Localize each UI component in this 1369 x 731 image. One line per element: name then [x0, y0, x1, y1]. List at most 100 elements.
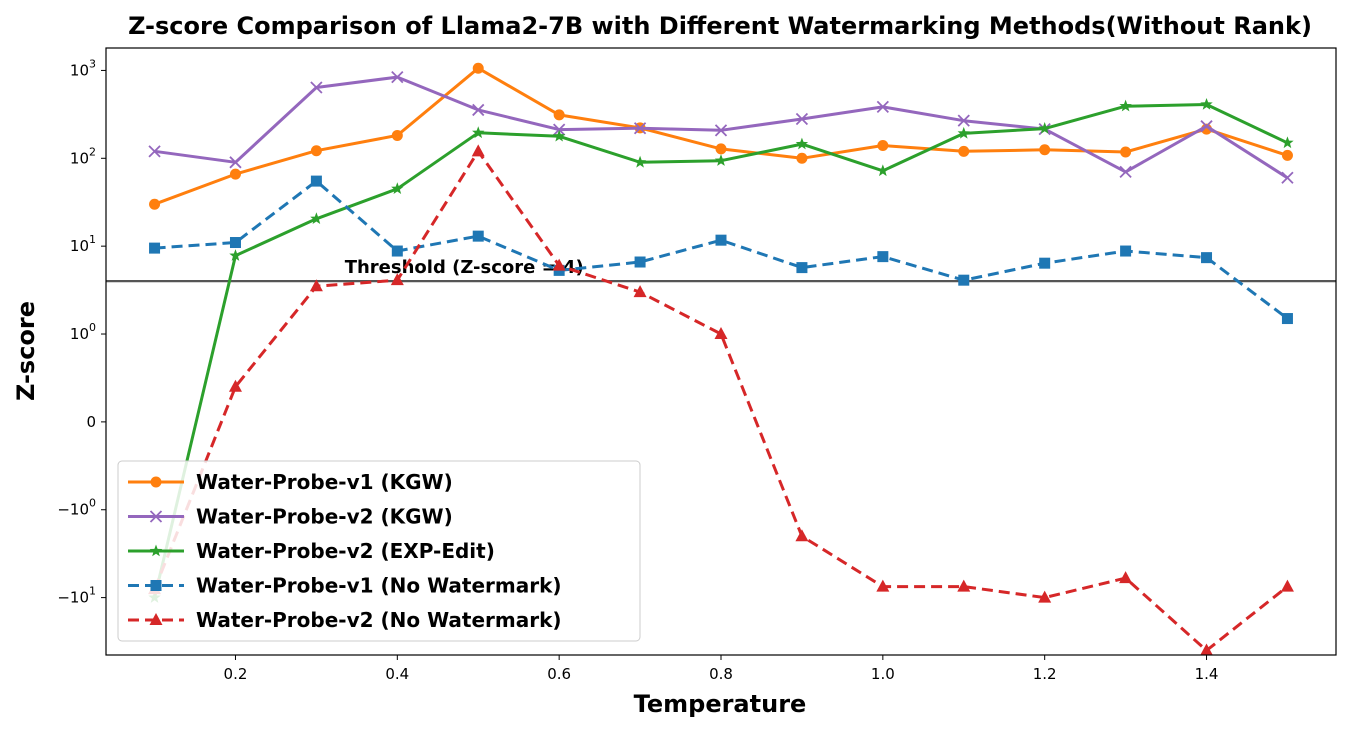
legend-entry: Water-Probe-v2 (No Watermark) — [196, 608, 562, 632]
x-axis: 0.2 0.4 0.6 0.8 1.0 1.2 1.4 — [224, 655, 1219, 683]
x-tick-label: 0.6 — [547, 665, 571, 683]
legend-entry: Water-Probe-v2 (KGW) — [196, 505, 453, 529]
data-point — [715, 143, 727, 155]
data-point — [229, 249, 242, 261]
y-tick-label: 102 — [70, 145, 96, 167]
data-point — [877, 251, 889, 263]
data-point — [714, 327, 728, 340]
data-point — [958, 274, 970, 286]
series-4 — [149, 175, 1293, 325]
data-point — [1200, 120, 1213, 133]
data-point — [1120, 245, 1132, 257]
legend-entry: Water-Probe-v1 (KGW) — [196, 470, 453, 494]
y-tick-label: 0 — [86, 413, 96, 431]
data-point — [1039, 144, 1051, 156]
y-tick-label: −101 — [57, 585, 96, 607]
data-point — [1201, 252, 1213, 264]
data-point — [1200, 97, 1213, 110]
data-point — [472, 62, 484, 74]
y-tick-label: 100 — [70, 321, 96, 343]
data-point — [876, 164, 890, 177]
legend-marker — [149, 510, 163, 523]
data-point — [1119, 571, 1133, 584]
data-point — [1200, 643, 1214, 656]
data-point — [472, 126, 485, 139]
data-point — [310, 145, 322, 157]
data-point — [1281, 171, 1294, 184]
legend-marker — [149, 613, 163, 625]
data-point — [633, 155, 647, 168]
data-point — [229, 237, 241, 249]
data-point — [957, 126, 970, 139]
data-point — [553, 123, 566, 136]
data-point — [633, 285, 647, 298]
data-point — [472, 103, 485, 117]
data-point — [309, 279, 323, 292]
data-point — [229, 156, 242, 169]
data-point — [633, 122, 647, 135]
data-point — [552, 258, 566, 271]
series-line — [153, 149, 1289, 652]
x-tick-label: 0.2 — [224, 665, 248, 683]
data-point — [310, 81, 323, 94]
data-point — [228, 379, 242, 392]
legend-marker — [149, 544, 163, 557]
y-axis: 103 102 101 100 0 −100 −101 — [57, 57, 106, 607]
plot-area: Threshold (Z-score = 4) — [106, 62, 1336, 656]
data-point — [148, 145, 161, 158]
data-point — [149, 242, 161, 254]
data-point — [391, 129, 403, 141]
series-3 — [148, 97, 1294, 603]
series-2 — [148, 70, 1294, 184]
data-point — [1119, 165, 1132, 179]
data-point — [796, 152, 808, 164]
legend-box — [117, 460, 641, 642]
x-tick-label: 1.2 — [1033, 665, 1057, 683]
y-tick-label: 101 — [70, 233, 96, 255]
data-point — [1038, 590, 1052, 603]
series-line — [154, 179, 1289, 320]
y-tick-label: −100 — [57, 497, 96, 519]
x-tick-label: 1.4 — [1195, 665, 1219, 683]
data-point — [957, 579, 971, 592]
series-5 — [148, 144, 1294, 656]
data-point — [714, 124, 728, 137]
legend-entry: Water-Probe-v2 (EXP-Edit) — [196, 539, 495, 563]
x-tick-label: 0.8 — [709, 665, 733, 683]
legend-entry: Water-Probe-v1 (No Watermark) — [196, 574, 562, 598]
data-point — [876, 100, 889, 113]
y-tick-label: 103 — [70, 57, 96, 79]
data-point — [1119, 99, 1132, 112]
data-point — [229, 168, 241, 180]
data-point — [472, 230, 484, 242]
legend-marker — [150, 580, 162, 591]
data-point — [714, 154, 728, 166]
x-tick-label: 1.0 — [871, 665, 895, 683]
data-point — [876, 579, 890, 592]
data-point — [390, 273, 404, 286]
data-point — [552, 129, 566, 142]
data-point — [1281, 313, 1293, 325]
legend-marker — [150, 476, 162, 488]
data-point — [795, 112, 809, 126]
data-point — [796, 262, 808, 274]
data-point — [1281, 136, 1294, 149]
data-point — [391, 70, 404, 84]
data-point — [795, 529, 809, 542]
y-axis-label: Z-score — [12, 301, 40, 401]
data-point — [877, 139, 889, 151]
data-point — [1120, 146, 1132, 158]
data-point — [958, 145, 970, 157]
chart-title: Z-score Comparison of Llama2-7B with Dif… — [128, 12, 1312, 40]
data-point — [391, 182, 404, 195]
data-point — [1280, 579, 1294, 592]
series-line — [154, 66, 1288, 206]
data-point — [1281, 149, 1293, 161]
data-point — [1039, 257, 1051, 269]
legend: Water-Probe-v1 (KGW) Water-Probe-v2 (KGW)… — [117, 460, 641, 642]
data-point — [471, 144, 485, 157]
data-point — [795, 137, 809, 150]
data-point — [149, 198, 161, 210]
data-point — [715, 234, 727, 246]
